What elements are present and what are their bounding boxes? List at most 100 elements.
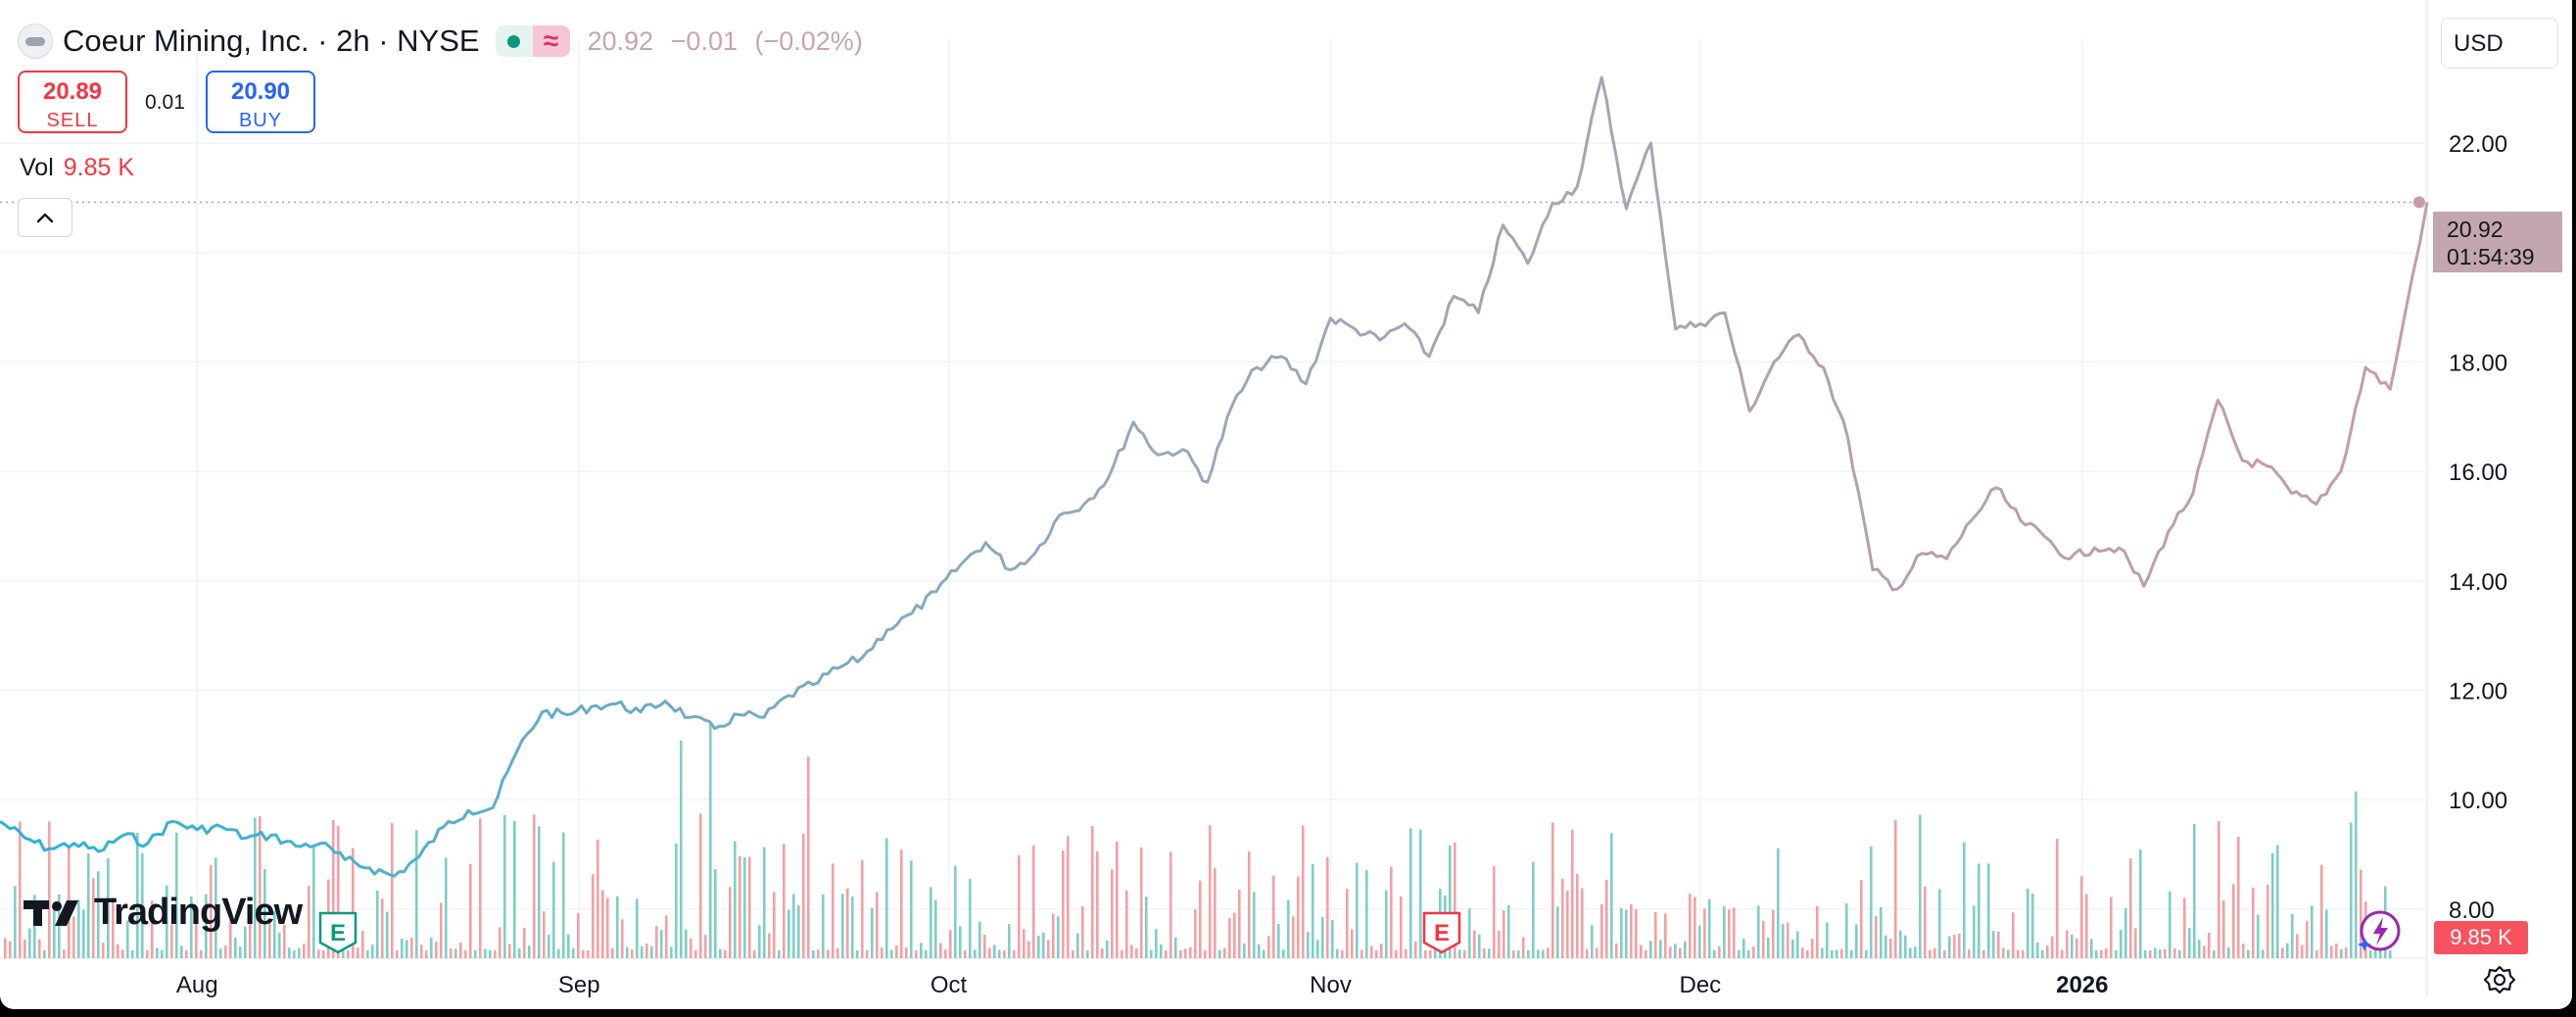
earnings-marker[interactable]: E (1422, 911, 1461, 954)
volume-bar (156, 947, 159, 958)
volume-bar (1938, 889, 1941, 958)
volume-bar (2031, 894, 2034, 958)
volume-bar (1346, 889, 1349, 958)
volume-bar (1943, 949, 1946, 958)
volume-bar (1008, 924, 1011, 958)
volume-bar (1635, 908, 1638, 958)
volume-bar (2198, 940, 2201, 958)
volume-bar (1840, 948, 1843, 958)
volume-bar (425, 949, 428, 958)
volume-bar (1091, 826, 1094, 958)
volume-bar (1449, 845, 1452, 958)
volume-bar (1199, 880, 1202, 958)
volume-bar (1263, 949, 1265, 958)
volume-bar (743, 857, 746, 958)
volume-bar (1238, 890, 1241, 958)
volume-bar (1165, 950, 1168, 958)
market-open-icon[interactable] (495, 25, 533, 57)
volume-bar (121, 949, 124, 958)
symbol-title[interactable]: Coeur Mining, Inc. · 2h · NYSE (63, 24, 480, 58)
volume-bar (2090, 939, 2093, 958)
buy-button[interactable]: 20.90 BUY (206, 71, 315, 133)
sell-price: 20.89 (42, 78, 103, 105)
volume-bar (77, 899, 80, 958)
chevron-up-icon (36, 213, 54, 223)
volume-bar (1527, 949, 1530, 958)
volume-bar (1076, 933, 1079, 958)
volume-bar (592, 874, 595, 958)
volume-bar (405, 940, 408, 958)
volume-bar (293, 949, 296, 958)
volume-bar (2115, 949, 2118, 958)
volume-bar (210, 865, 213, 958)
volume-bar (2041, 949, 2044, 958)
volume-bar (1106, 940, 1109, 958)
volume-bar (763, 847, 766, 958)
volume-bar (239, 946, 242, 958)
volume-bar (890, 949, 893, 958)
approx-icon[interactable]: ≈ (532, 25, 570, 57)
time-axis[interactable]: Aug Sep Oct Nov Dec 2026 (176, 972, 2109, 998)
volume-bar (2002, 947, 2005, 958)
status-pill[interactable]: ≈ (495, 25, 570, 57)
volume-bar (2276, 845, 2279, 958)
volume-bar (1586, 948, 1589, 958)
volume-bar (930, 887, 932, 958)
volume-bar (1341, 949, 1344, 958)
volume-bar (650, 945, 653, 958)
sell-button[interactable]: 20.89 SELL (18, 71, 127, 133)
tradingview-logo[interactable]: TradingView (24, 892, 303, 934)
volume-bar (616, 896, 619, 958)
volume-bar (1551, 822, 1554, 958)
volume-bar (2213, 949, 2216, 958)
earnings-marker[interactable]: E (318, 911, 358, 954)
volume-bar (768, 933, 771, 958)
volume-legend[interactable]: Vol 9.85 K (20, 154, 134, 182)
spread-value: 0.01 (145, 91, 185, 114)
volume-bar (1997, 931, 2000, 958)
volume-bar (1517, 949, 1520, 958)
volume-bar (2232, 884, 2235, 958)
volume-bar (1679, 947, 1682, 958)
price-line-layer (0, 75, 2429, 878)
volume-bar (97, 871, 100, 958)
volume-bar (1277, 924, 1280, 958)
x-tick-label: Dec (1680, 972, 1722, 998)
volume-bar (1791, 939, 1794, 958)
volume-bar (1253, 892, 1256, 958)
volume-bar (1703, 908, 1706, 958)
volume-bar (1982, 949, 1985, 958)
volume-bar (792, 894, 795, 958)
volume-bar (1948, 936, 1951, 958)
volume-bar (1591, 925, 1594, 958)
volume-bar (773, 892, 776, 958)
volume-bar (871, 907, 874, 958)
volume-bar (1458, 949, 1461, 958)
volume-bar (1360, 949, 1363, 958)
volume-bar (1547, 947, 1550, 958)
volume-bar (959, 926, 962, 958)
volume-bar (1978, 863, 1980, 958)
x-tick-label: Nov (1310, 972, 1352, 998)
volume-bar (645, 943, 648, 958)
volume-bar (1640, 944, 1643, 958)
volume-bar (758, 925, 761, 958)
volume-bar (1385, 890, 1388, 958)
volume-bar (709, 724, 712, 958)
volume-bar (1659, 940, 1662, 958)
volume-bar (1924, 886, 1927, 958)
volume-bar (1909, 947, 1912, 958)
volume-bar (1419, 829, 1422, 958)
volume-bar (1042, 932, 1045, 958)
currency-select[interactable]: USD (2441, 18, 2558, 69)
gear-icon[interactable] (2482, 964, 2517, 1004)
volume-bar (660, 930, 663, 958)
volume-bar (1155, 929, 1158, 958)
assistant-icon[interactable] (2355, 907, 2404, 961)
collapse-legend-button[interactable] (18, 198, 72, 237)
volume-bar (1179, 949, 1182, 958)
x-tick-label: 2026 (2056, 972, 2108, 998)
volume-bar (1649, 941, 1652, 958)
